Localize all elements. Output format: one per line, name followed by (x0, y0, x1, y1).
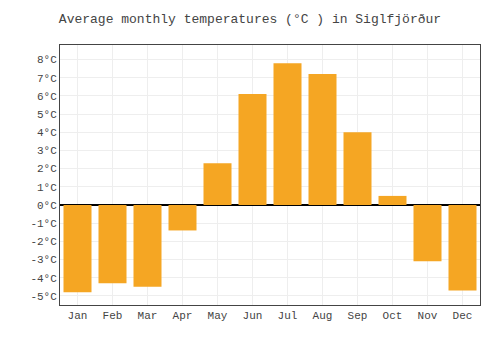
svg-text:-1°C: -1°C (30, 218, 57, 230)
svg-text:1°C: 1°C (37, 182, 57, 194)
svg-text:8°C: 8°C (37, 54, 57, 66)
svg-text:Aug: Aug (313, 310, 333, 322)
svg-text:Feb: Feb (103, 310, 123, 322)
svg-text:Apr: Apr (173, 310, 193, 322)
svg-text:Mar: Mar (138, 310, 158, 322)
svg-text:-4°C: -4°C (30, 273, 57, 285)
svg-text:Jul: Jul (278, 310, 298, 322)
svg-text:Dec: Dec (453, 310, 473, 322)
svg-text:Jan: Jan (68, 310, 88, 322)
svg-text:-2°C: -2°C (30, 236, 57, 248)
svg-text:3°C: 3°C (37, 145, 57, 157)
svg-text:2°C: 2°C (37, 163, 57, 175)
svg-text:4°C: 4°C (37, 127, 57, 139)
svg-text:6°C: 6°C (37, 91, 57, 103)
svg-text:7°C: 7°C (37, 73, 57, 85)
svg-text:Average monthly temperatures (: Average monthly temperatures (°C ) in Si… (59, 12, 441, 27)
svg-text:Oct: Oct (383, 310, 403, 322)
svg-text:Jun: Jun (243, 310, 263, 322)
svg-text:-5°C: -5°C (30, 291, 57, 303)
svg-text:5°C: 5°C (37, 109, 57, 121)
svg-text:0°C: 0°C (37, 200, 57, 212)
svg-text:Sep: Sep (348, 310, 368, 322)
svg-text:Nov: Nov (418, 310, 438, 322)
svg-text:May: May (208, 310, 228, 322)
svg-text:-3°C: -3°C (30, 254, 57, 266)
